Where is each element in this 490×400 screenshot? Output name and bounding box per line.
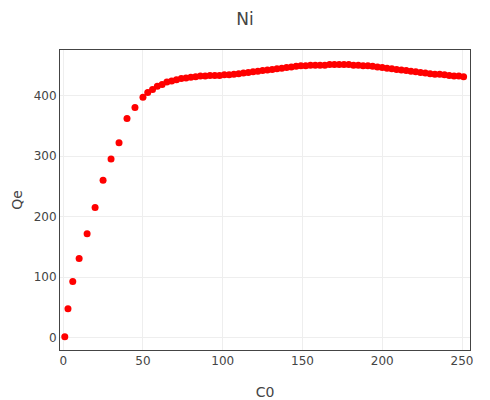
svg-text:250: 250 [451, 354, 474, 368]
svg-text:C0: C0 [256, 384, 275, 400]
svg-text:100: 100 [211, 354, 234, 368]
svg-text:Ni: Ni [236, 9, 253, 29]
svg-text:0: 0 [59, 354, 67, 368]
svg-text:Qe: Qe [9, 190, 25, 210]
svg-text:150: 150 [291, 354, 314, 368]
svg-text:0: 0 [49, 331, 57, 345]
svg-text:200: 200 [34, 210, 57, 224]
svg-text:300: 300 [34, 149, 57, 163]
svg-text:200: 200 [371, 354, 394, 368]
svg-text:50: 50 [135, 354, 150, 368]
svg-text:100: 100 [34, 270, 57, 284]
svg-text:400: 400 [34, 89, 57, 103]
